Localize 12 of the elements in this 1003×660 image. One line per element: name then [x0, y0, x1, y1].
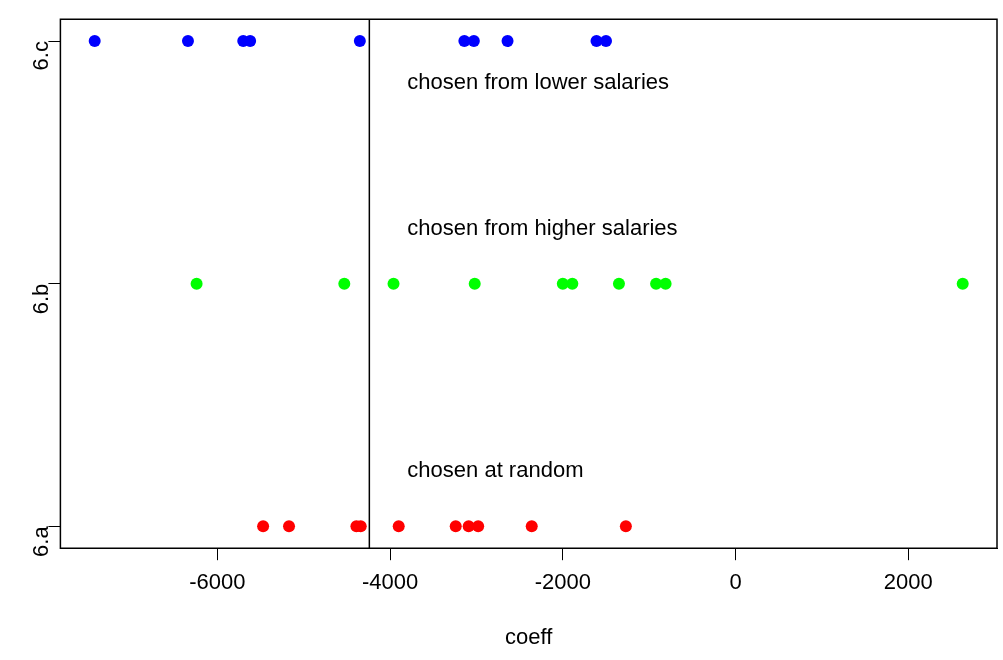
x-tick-label: 2000 [883, 569, 933, 595]
annotation: chosen from lower salaries [407, 69, 670, 95]
x-axis-title: coeff [505, 623, 554, 649]
annotation: chosen from higher salaries [407, 214, 678, 240]
x-tick-label: -2000 [534, 569, 591, 595]
y-tick-label: 6.b [28, 283, 54, 315]
y-tick-label: 6.c [28, 41, 54, 71]
x-tick-label: -4000 [361, 569, 419, 595]
y-tick-label: 6.a [28, 525, 54, 557]
x-tick-label: -6000 [189, 569, 246, 595]
annotation: chosen at random [407, 457, 584, 483]
x-tick-label: 0 [729, 569, 742, 595]
